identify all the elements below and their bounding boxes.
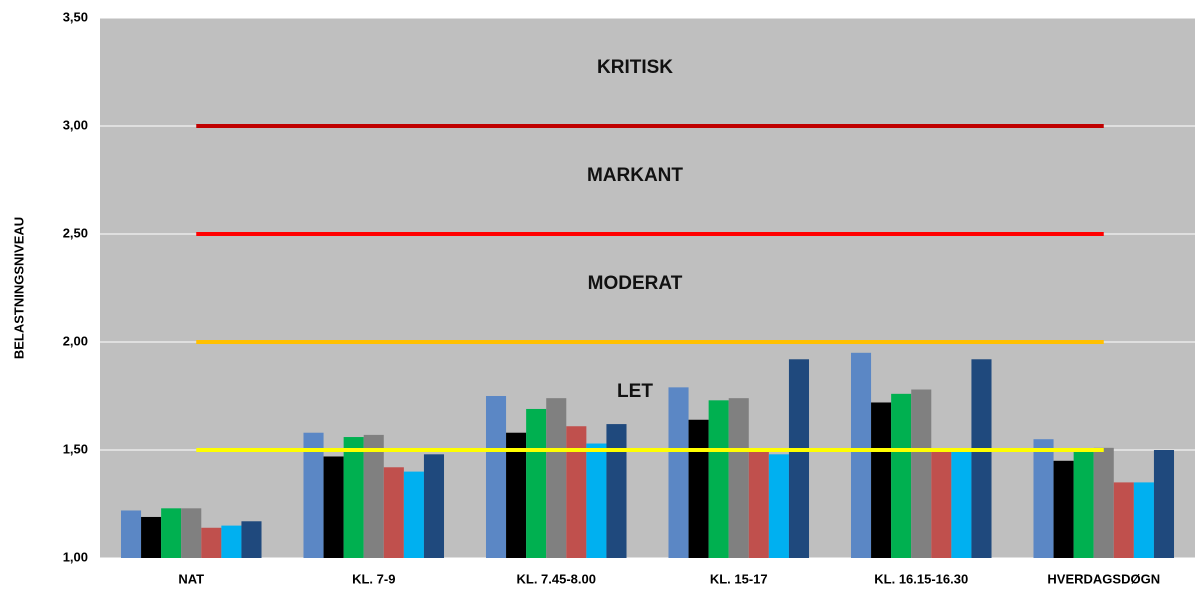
bar [850,352,872,558]
bar [1133,482,1154,558]
y-tick-label: 2,50 [63,225,88,240]
bar [871,402,892,558]
bar [363,434,384,558]
y-tick-label: 1,50 [63,441,88,456]
bar [485,396,507,558]
bar [343,437,364,558]
bar [303,432,324,558]
bar [323,456,344,558]
bar [221,525,242,558]
bar [526,408,547,558]
zone-label: MODERAT [588,273,683,294]
bar [951,450,972,558]
zone-label: KRITISK [597,57,673,78]
bar [931,450,952,558]
bar [546,398,567,558]
bar [708,400,729,558]
bar [161,508,182,558]
bar [383,467,404,558]
bar [1153,450,1175,558]
bar [668,387,689,558]
bar [748,450,769,558]
bar [891,393,912,558]
zone-label: MARKANT [587,165,683,186]
x-tick-label: KL. 7-9 [352,571,395,586]
bar [1093,447,1114,558]
x-tick-label: KL. 15-17 [710,571,768,586]
y-tick-label: 3,50 [63,9,88,24]
bar [768,454,789,558]
bar [911,389,932,558]
bar [1113,482,1134,558]
y-tick-label: 1,00 [63,549,88,564]
bar [1053,460,1074,558]
bar [566,426,587,558]
bar [120,510,142,558]
bar [1073,450,1094,558]
bar [788,359,810,558]
bar [201,527,222,558]
bar [181,508,202,558]
bar [403,471,424,558]
x-tick-label: KL. 16.15-16.30 [874,571,968,586]
bar [141,516,162,558]
plot-area [100,18,1195,558]
bar [506,432,527,558]
bar [728,398,749,558]
x-tick-label: KL. 7.45-8.00 [517,571,597,586]
bar [241,521,262,558]
y-tick-label: 2,00 [63,333,88,348]
y-axis-label: BELASTNINGSNIVEAU [11,217,26,359]
bar [586,443,607,558]
bar [1033,439,1054,558]
bar [971,359,992,558]
bar [606,424,627,558]
x-tick-label: NAT [178,571,204,586]
bar [688,419,709,558]
x-tick-label: HVERDAGSDØGN [1047,571,1160,586]
bar [423,454,445,558]
zone-label: LET [617,381,653,402]
y-tick-label: 3,00 [63,117,88,132]
